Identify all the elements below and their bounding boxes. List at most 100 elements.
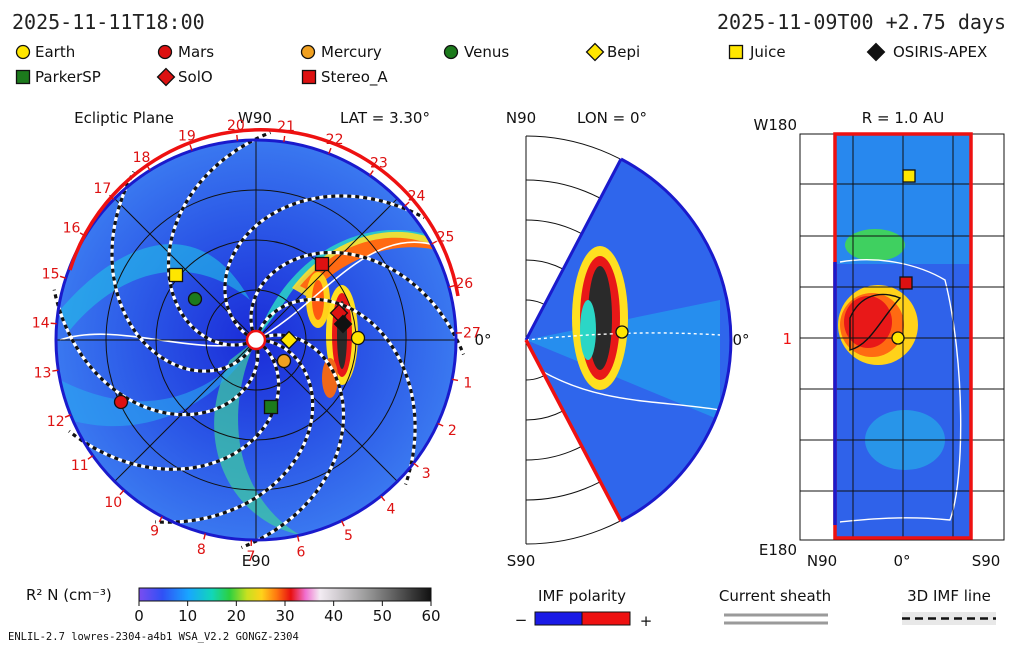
- longitude-tick-11: 11: [71, 458, 89, 474]
- imf-line-dash: [257, 297, 417, 485]
- imf-line-dash: [249, 250, 465, 356]
- ecliptic-bepi-marker: [279, 330, 299, 350]
- legend-parkersp-marker: [15, 69, 31, 85]
- shell-body-markers: [891, 169, 916, 345]
- longitude-tick-mark: [296, 535, 300, 542]
- imf-polarity-title: IMF polarity: [538, 587, 626, 605]
- colorbar-tick-10: 10: [178, 607, 197, 625]
- wedge-south-edge: [524, 339, 623, 522]
- longitude-tick-mark: [448, 284, 455, 288]
- imf-line-dash: [166, 131, 272, 347]
- colorbar-tick-0: 0: [134, 607, 144, 625]
- meridional-panel: N90 LON = 0° S90 0°: [506, 109, 750, 570]
- shell-n90-label: N90: [807, 552, 837, 570]
- colorbar-tick-30: 30: [275, 607, 294, 625]
- ecliptic-venus-marker: [187, 291, 203, 307]
- legend-venus-label: Venus: [464, 43, 509, 61]
- legend-mercury-label: Mercury: [321, 43, 382, 61]
- legend-earth-marker: [15, 44, 31, 60]
- imf-line-dash: [155, 339, 315, 524]
- longitude-tick-mark: [413, 462, 419, 468]
- longitude-tick-3: 3: [422, 466, 431, 482]
- lat-label: LAT = 3.30°: [340, 109, 430, 127]
- colorbar-tick-20: 20: [227, 607, 246, 625]
- ecliptic-plane-panel: Ecliptic Plane W90 LAT = 3.30° E90 0° 12…: [32, 109, 492, 570]
- colorbar-tick-50: 50: [373, 607, 392, 625]
- longitude-tick-14: 14: [32, 315, 50, 331]
- longitude-tick-mark: [283, 135, 286, 143]
- imf-line-dash: [223, 194, 426, 337]
- model-footer: ENLIL-2.7 lowres-2304-a4b1 WSA_V2.2 GONG…: [8, 631, 299, 643]
- meridional-earth-marker: [615, 325, 629, 339]
- ecliptic-earth-marker: [350, 330, 366, 346]
- imf-polarity-key: IMF polarity − +: [515, 587, 653, 630]
- colorbar-tick-60: 60: [421, 607, 440, 625]
- shell-one-au-label: 1: [782, 330, 792, 348]
- longitude-tick-2: 2: [448, 423, 457, 439]
- longitude-tick-mark: [380, 495, 386, 502]
- ecliptic-juice-marker: [168, 267, 184, 283]
- legend-bepi-label: Bepi: [607, 43, 640, 61]
- polar-border-positive: [68, 128, 460, 297]
- zero-deg-label: 0°: [474, 331, 491, 349]
- colorbar-ticks: 0 10 20 30 40 50 60: [134, 601, 441, 625]
- longitude-tick-mark: [79, 232, 86, 237]
- longitude-tick-25: 25: [437, 229, 455, 245]
- legend-stereo-a-label: Stereo_A: [321, 68, 388, 87]
- ecliptic-parkersp-marker: [263, 399, 279, 415]
- sun-marker: [245, 329, 267, 351]
- meridional-zero-label: 0°: [732, 331, 749, 349]
- shell-map-panel: R = 1.0 AU W180 E180 1 N90 0° S90: [754, 109, 1005, 570]
- longitude-tick-10: 10: [104, 495, 122, 511]
- n90-label: N90: [506, 109, 536, 127]
- wedge-outer-arc: [620, 157, 733, 523]
- longitude-tick-26: 26: [455, 276, 473, 292]
- longitude-tick-mark: [119, 489, 125, 496]
- longitude-tick-16: 16: [63, 221, 81, 237]
- longitude-tick-mark: [158, 516, 163, 523]
- longitude-tick-mark: [340, 520, 345, 527]
- longitude-tick-6: 6: [296, 544, 305, 560]
- shell-s90-label: S90: [972, 552, 1001, 570]
- shell-stereo-a-marker: [899, 276, 913, 290]
- longitude-tick-mark: [369, 170, 374, 176]
- longitude-tick-5: 5: [344, 528, 353, 544]
- longitude-tick-mark: [236, 134, 239, 141]
- ecliptic-mercury-marker: [276, 353, 292, 369]
- longitude-tick-19: 19: [178, 128, 196, 144]
- polar-border: [54, 138, 458, 542]
- legend-osiris-apex-marker: [866, 42, 886, 62]
- legend-stereo-a-marker: [301, 69, 317, 85]
- ecliptic-stereo-a-marker: [314, 256, 330, 272]
- longitude-tick-8: 8: [197, 542, 206, 558]
- imf-line-dash: [240, 333, 346, 549]
- lon-label: LON = 0°: [577, 109, 647, 127]
- legend-venus-marker: [443, 44, 459, 60]
- longitude-tick-mark: [146, 164, 151, 171]
- longitude-tick-17: 17: [93, 181, 111, 197]
- shell-center-label: 0°: [893, 552, 910, 570]
- imf-line-dash: [110, 170, 253, 373]
- legend-mars-marker: [157, 44, 173, 60]
- legend-solo-label: SolO: [178, 68, 213, 86]
- longitude-tick-12: 12: [47, 414, 65, 430]
- longitude-tick-mark: [87, 455, 94, 460]
- wedge-north-edge: [524, 158, 623, 341]
- legend-juice-marker: [728, 44, 744, 60]
- e180-label: E180: [759, 541, 797, 559]
- longitude-tick-mark: [64, 414, 71, 418]
- legend-osiris-apex-label: OSIRIS-APEX: [893, 43, 987, 61]
- imf-minus: −: [515, 611, 528, 629]
- legend-mars-label: Mars: [178, 43, 214, 61]
- longitude-tick-mark: [437, 422, 444, 427]
- longitude-tick-mark: [189, 144, 193, 151]
- sim-time-label: 2025-11-11T18:00: [12, 10, 205, 34]
- longitude-tick-mark: [404, 201, 410, 207]
- colorbar: R² N (cm⁻³) 0 10 20 30 40 50 60: [26, 586, 441, 625]
- s90-label: S90: [507, 552, 536, 570]
- longitude-tick-22: 22: [326, 132, 344, 148]
- longitude-tick-mark: [59, 275, 67, 279]
- longitude-tick-13: 13: [34, 366, 52, 382]
